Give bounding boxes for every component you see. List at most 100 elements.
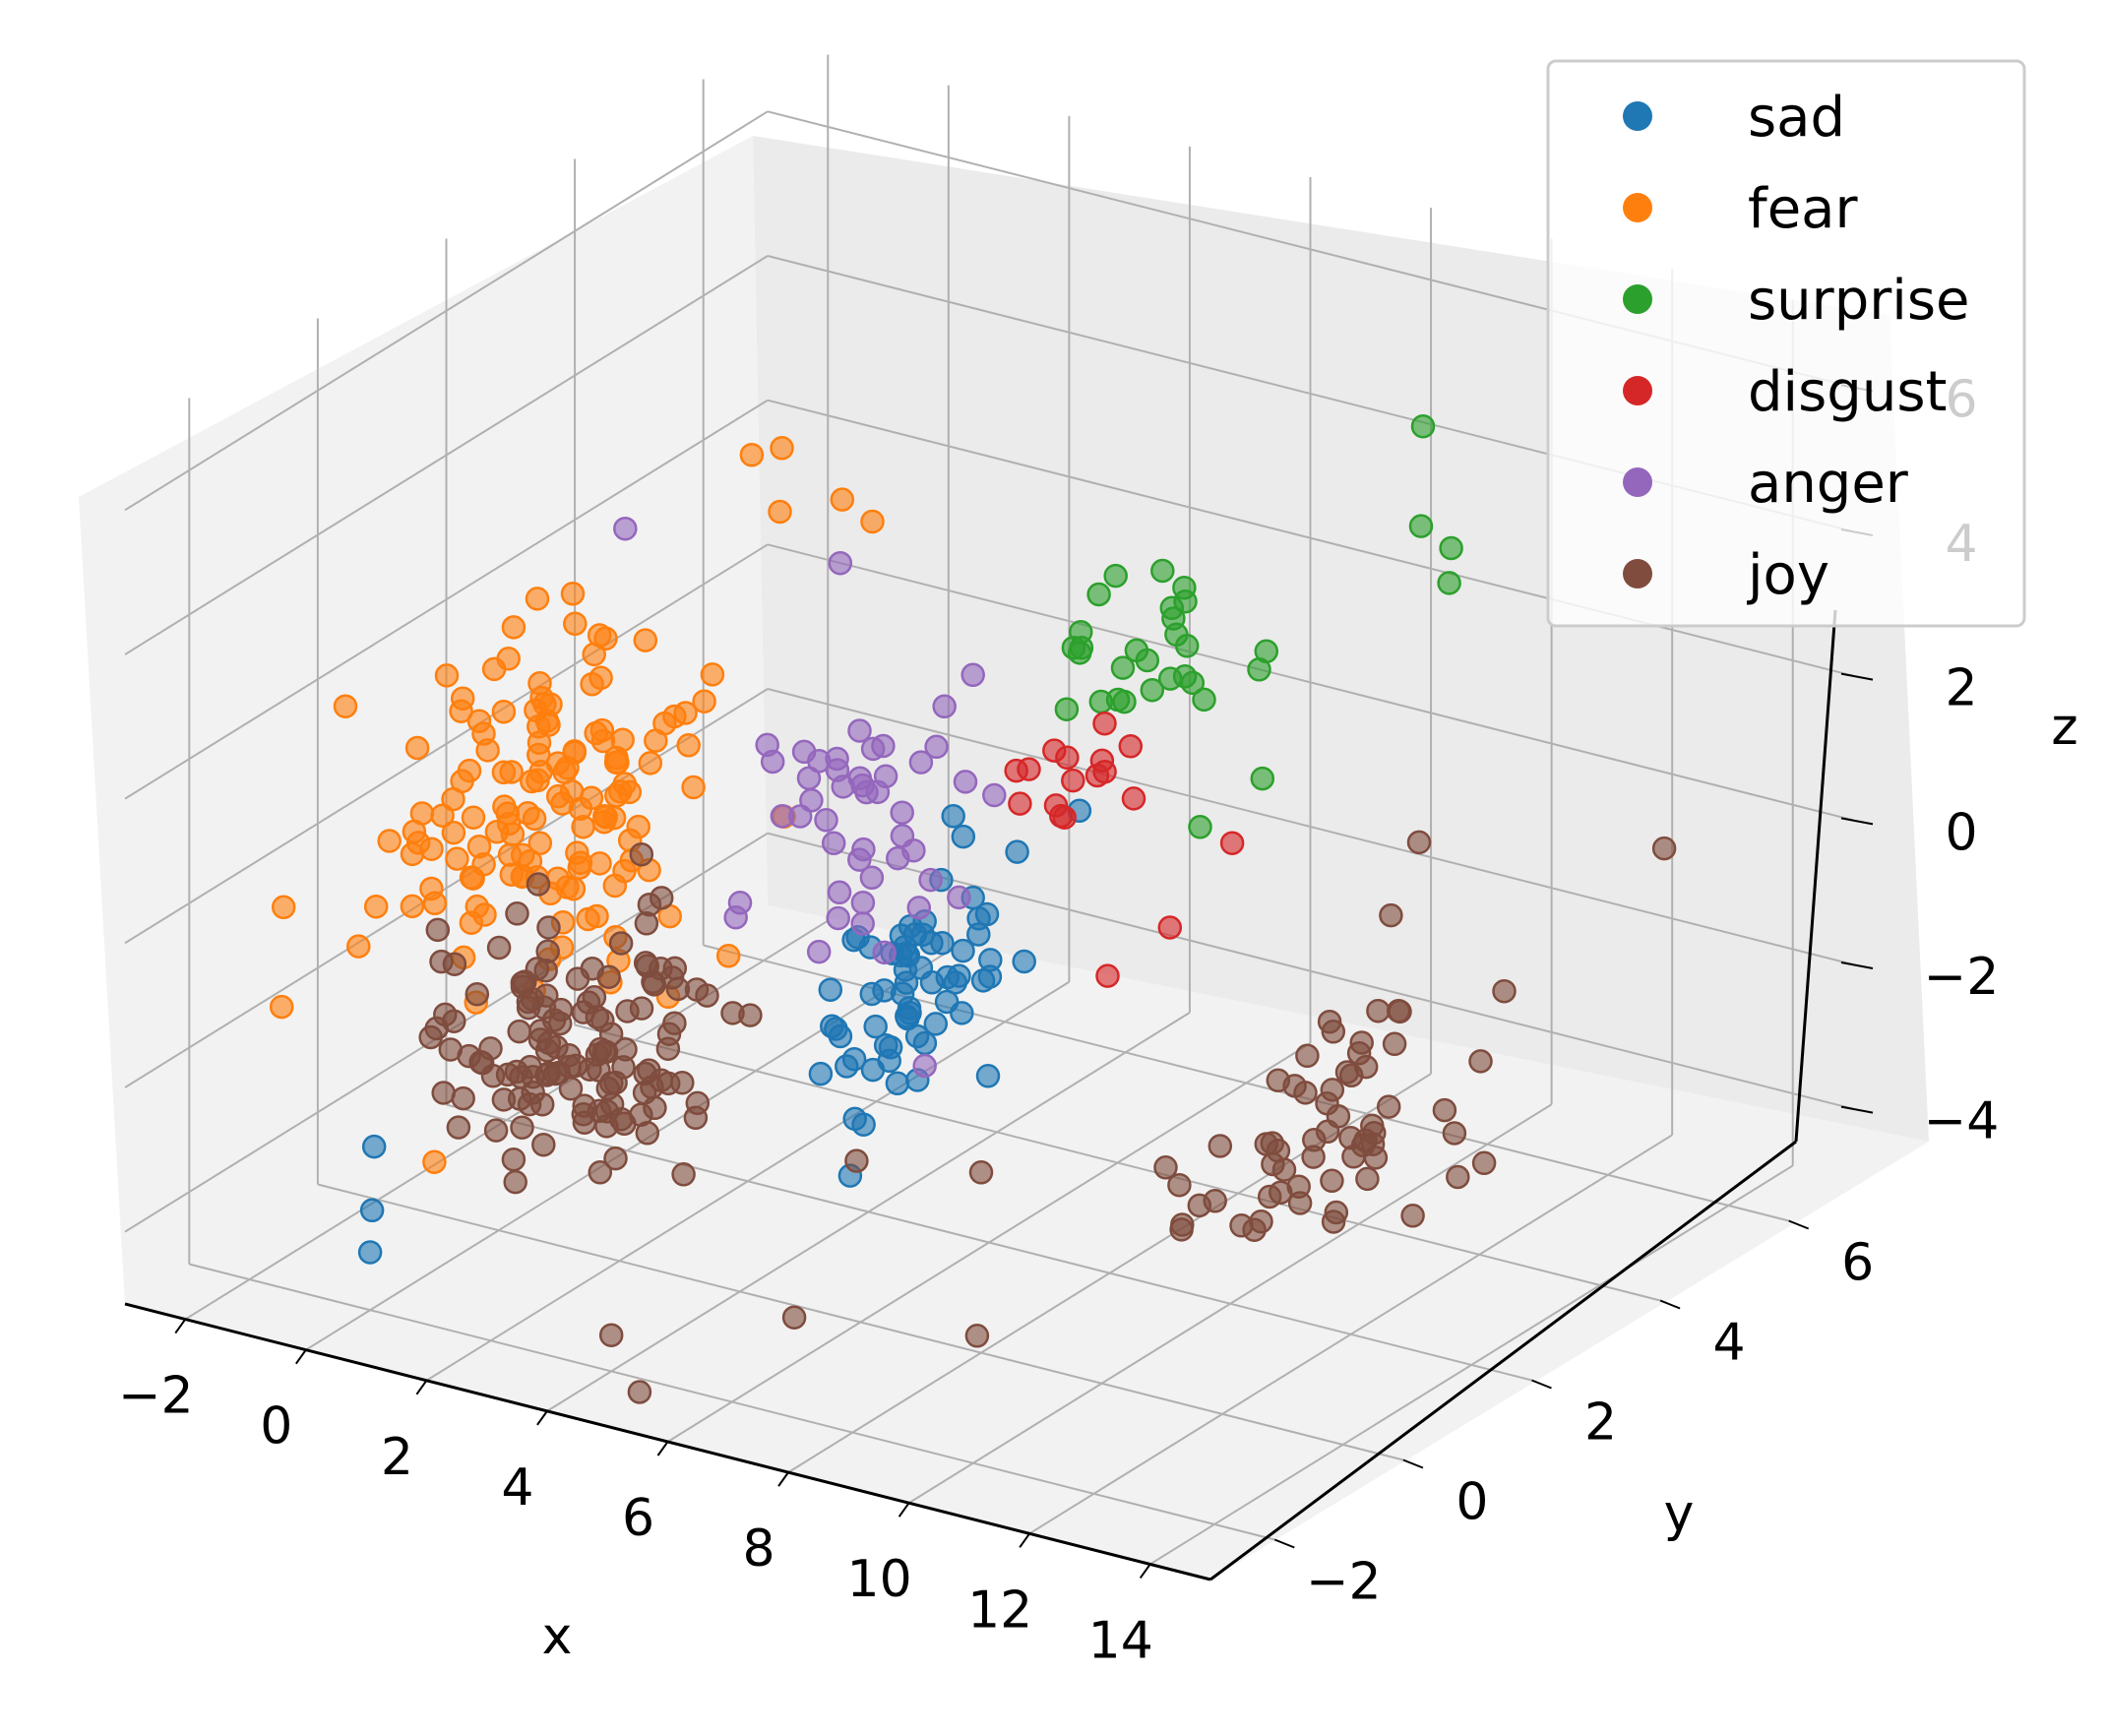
data-point-disgust <box>1121 786 1146 811</box>
data-point-fear <box>770 436 794 461</box>
z-tick <box>1840 672 1874 681</box>
data-point-anger <box>924 734 949 760</box>
data-point-fear <box>591 809 617 835</box>
data-point-fear <box>589 717 615 743</box>
data-point-fear <box>363 894 389 919</box>
data-point-joy <box>446 1115 471 1140</box>
data-point-joy <box>486 935 512 961</box>
data-points <box>269 413 1677 1404</box>
gridline-z <box>767 688 1854 965</box>
legend-label-disgust: disgust <box>1748 360 1947 424</box>
data-point-fear <box>377 829 402 853</box>
data-point-fear <box>768 499 792 525</box>
data-point-joy <box>424 1016 449 1041</box>
data-point-fear <box>527 831 553 856</box>
x-tick-label: 6 <box>622 1489 654 1548</box>
data-point-anger <box>912 1053 937 1079</box>
data-point-joy <box>593 1039 619 1065</box>
data-point-joy <box>457 1043 481 1069</box>
data-point-anger <box>827 880 852 905</box>
legend-label-sad: sad <box>1748 86 1845 150</box>
data-point-surprise <box>1150 558 1175 584</box>
data-point-joy <box>627 1380 652 1404</box>
data-point-fear <box>501 615 526 640</box>
legend-box <box>1546 59 2026 628</box>
data-point-fear <box>419 876 444 901</box>
data-point-fear <box>633 628 658 652</box>
data-point-joy <box>1468 1049 1493 1074</box>
data-point-sad <box>808 1061 834 1086</box>
data-point-joy <box>1355 1166 1380 1192</box>
y-tick-label: 4 <box>1713 1314 1746 1373</box>
data-point-joy <box>603 1146 628 1171</box>
data-point-joy <box>465 981 490 1007</box>
data-point-fear <box>404 735 430 761</box>
data-point-anger <box>826 905 850 931</box>
data-point-anger <box>890 800 914 825</box>
data-point-joy <box>501 1147 526 1172</box>
data-point-disgust <box>1219 831 1245 855</box>
data-point-surprise <box>1103 563 1128 589</box>
gridline-y <box>317 1183 1404 1461</box>
data-point-fear <box>471 721 496 746</box>
x-tick <box>656 1441 669 1457</box>
data-point-joy <box>451 1085 475 1111</box>
data-point-sad <box>863 1014 888 1039</box>
data-point-joy <box>608 931 634 956</box>
data-point-joy <box>1153 1155 1178 1180</box>
data-point-fear <box>676 733 701 758</box>
data-point-fear <box>562 739 588 764</box>
y-tick <box>1273 1538 1295 1549</box>
data-point-joy <box>1287 1191 1313 1215</box>
data-point-joy <box>1379 902 1403 928</box>
data-point-joy <box>659 965 685 990</box>
data-point-disgust <box>1055 745 1080 771</box>
data-point-joy <box>1261 1151 1285 1177</box>
data-point-joy <box>1320 1078 1345 1102</box>
data-point-joy <box>547 1011 573 1036</box>
data-point-anger <box>787 804 813 829</box>
data-point-disgust <box>1004 758 1028 783</box>
gridline-z <box>124 688 769 1088</box>
data-point-joy <box>1208 1134 1233 1158</box>
data-point-sad <box>912 1030 938 1056</box>
data-point-surprise <box>1192 687 1216 713</box>
data-point-anger <box>847 718 872 743</box>
data-point-fear <box>271 895 296 920</box>
data-point-anger <box>723 904 748 930</box>
z-axis-label: z <box>2051 698 2077 757</box>
y-axis-line <box>1209 1140 1797 1581</box>
y-tick <box>1531 1379 1552 1390</box>
data-point-joy <box>503 1169 527 1195</box>
x-tick-label: 2 <box>381 1428 413 1487</box>
legend-label-fear: fear <box>1748 177 1858 241</box>
data-point-joy <box>1315 1119 1340 1145</box>
data-point-joy <box>598 1323 624 1347</box>
data-point-anger <box>947 885 971 910</box>
data-point-fear <box>555 875 580 899</box>
data-point-disgust <box>1118 734 1144 759</box>
data-point-sad <box>842 1106 867 1132</box>
y-tick <box>1402 1458 1424 1469</box>
data-point-fear <box>830 487 855 512</box>
data-point-anger <box>828 550 853 576</box>
data-point-joy <box>649 886 674 910</box>
data-point-disgust <box>1008 791 1032 816</box>
data-point-fear <box>644 728 668 753</box>
data-point-disgust <box>1084 763 1110 788</box>
x-tick <box>174 1318 187 1334</box>
data-point-surprise <box>1180 670 1206 696</box>
x-tick <box>898 1502 910 1518</box>
data-point-joy <box>1349 1030 1374 1055</box>
data-point-fear <box>560 582 586 606</box>
data-point-joy <box>483 1118 509 1143</box>
y-tick <box>1659 1299 1681 1310</box>
x-tick-label: 12 <box>967 1581 1032 1640</box>
data-point-joy <box>629 841 654 867</box>
data-point-joy <box>596 964 621 989</box>
data-point-fear <box>612 858 637 884</box>
data-point-surprise <box>1086 582 1111 607</box>
data-point-anger <box>760 749 785 775</box>
data-point-joy <box>505 901 529 926</box>
x-tick-label: 8 <box>743 1519 775 1579</box>
